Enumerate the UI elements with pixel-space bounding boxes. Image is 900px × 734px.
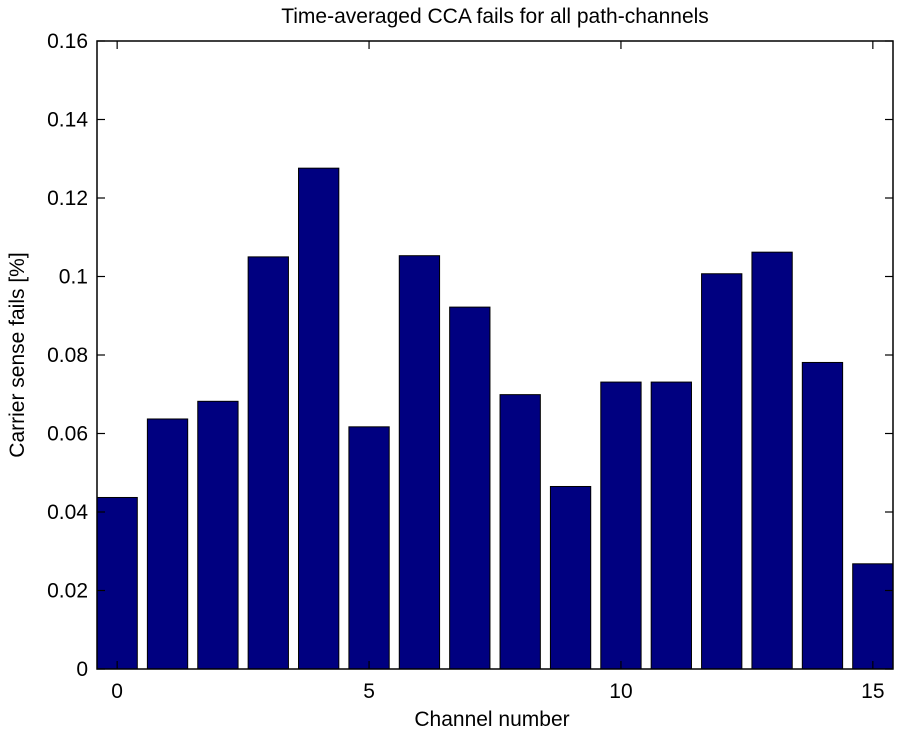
x-axis-title: Channel number <box>414 708 569 731</box>
bar-channel-2 <box>197 400 239 670</box>
ticks-group: 0 0.02 0.04 0.06 0.08 0.1 0.12 0.14 0.16 0 5 10 15 <box>47 30 893 703</box>
x-tick-label: 15 <box>861 680 884 703</box>
bar-channel-1 <box>146 418 189 670</box>
bar-channel-5 <box>348 426 390 670</box>
y-tick-label: 0.08 <box>47 344 88 367</box>
y-tick-label: 0.06 <box>47 423 88 446</box>
y-tick-label: 0.12 <box>47 187 88 210</box>
y-tick-label: 0 <box>76 658 88 681</box>
bar-channel-9 <box>549 485 592 670</box>
y-axis-title: Carrier sense fails [%] <box>6 252 29 457</box>
bar-channel-3 <box>247 256 289 670</box>
bars-group <box>96 167 894 670</box>
bar-channel-15 <box>852 563 894 670</box>
bar-channel-7 <box>449 306 491 670</box>
chart-title: Time-averaged CCA fails for all path-cha… <box>281 5 709 28</box>
bar-channel-4 <box>298 167 340 670</box>
y-tick-label: 0.1 <box>59 266 88 289</box>
y-tick-label: 0.04 <box>47 501 88 524</box>
bar-channel-11 <box>650 381 692 670</box>
x-tick-label: 10 <box>609 680 632 703</box>
bar-channel-6 <box>398 255 441 670</box>
plot-frame <box>96 40 894 670</box>
bar-channel-0 <box>96 496 138 670</box>
y-tick-label: 0.14 <box>47 109 88 132</box>
bar-channel-10 <box>600 381 642 670</box>
bar-channel-14 <box>801 361 844 670</box>
bar-channel-13 <box>751 251 793 670</box>
bar-channel-8 <box>499 394 541 670</box>
bar-channel-12 <box>701 273 743 670</box>
x-tick-label: 0 <box>111 680 123 703</box>
x-tick-label: 5 <box>363 680 375 703</box>
y-tick-label: 0.02 <box>47 580 88 603</box>
y-tick-label: 0.16 <box>47 30 88 53</box>
